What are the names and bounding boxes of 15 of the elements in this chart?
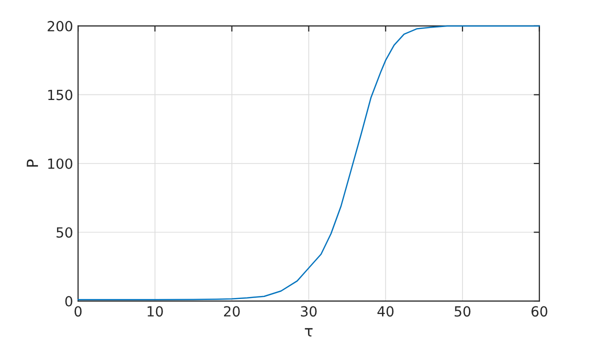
x-tick-label: 60 xyxy=(532,306,548,317)
y-tick-label: 200 xyxy=(48,20,72,32)
line-series xyxy=(77,25,540,300)
y-tick-label: 150 xyxy=(48,90,72,100)
y-tick-label: 0 xyxy=(65,296,72,306)
x-tick-label: 40 xyxy=(377,306,394,317)
x-tick-label: 20 xyxy=(224,306,240,317)
x-tick-label: 50 xyxy=(454,306,470,317)
x-tick-label: 30 xyxy=(300,306,317,317)
y-tick-label: 100 xyxy=(48,158,72,169)
x-tick-label: 10 xyxy=(148,306,163,317)
x-tick-label: 0 xyxy=(74,306,82,317)
y-tick-label: 50 xyxy=(56,227,72,238)
x-axis-title: τ xyxy=(304,328,313,336)
y-axis-title: P xyxy=(26,159,38,167)
